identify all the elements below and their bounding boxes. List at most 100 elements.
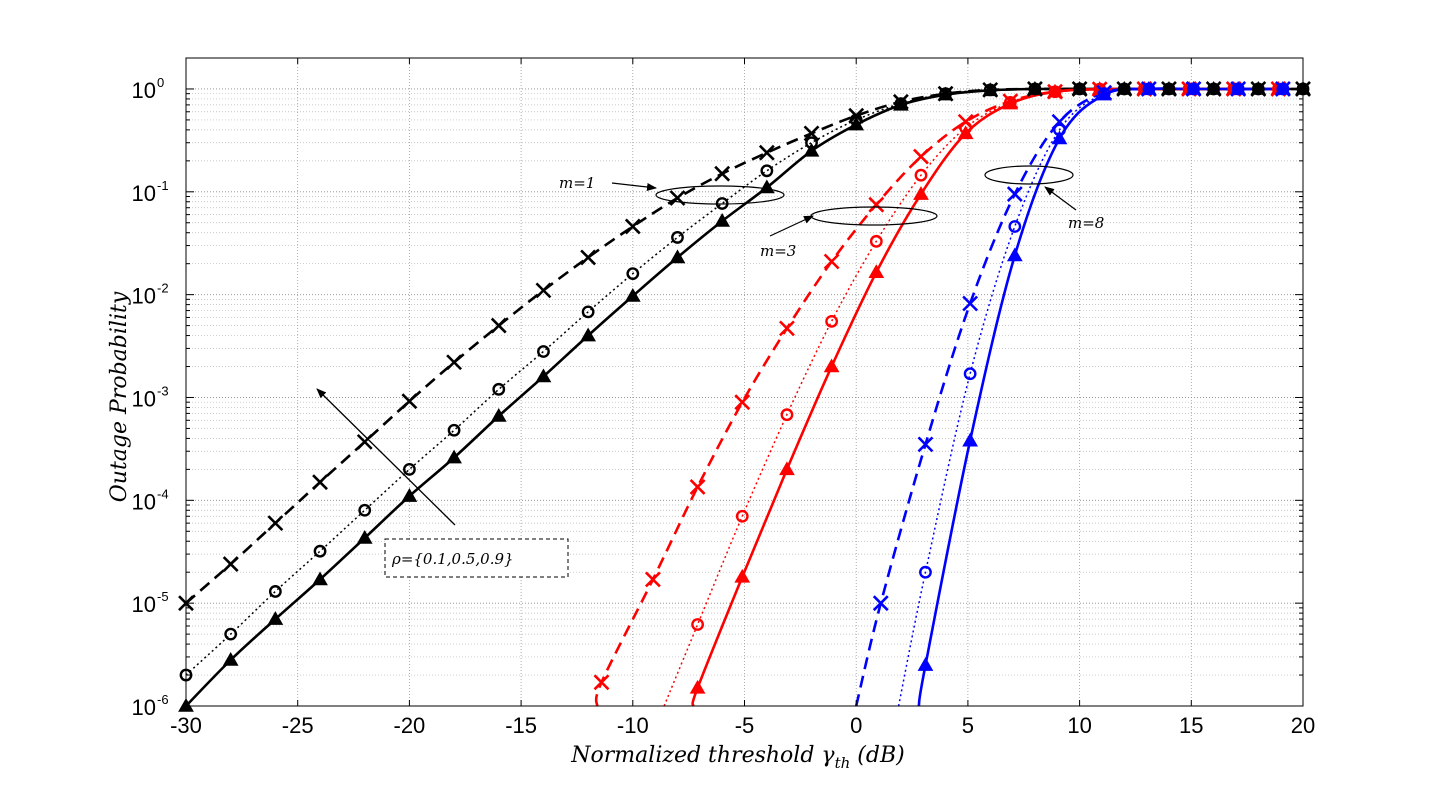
- y-tick-exponent: -2: [157, 281, 169, 296]
- triangle-marker: [868, 264, 885, 279]
- x-marker-stroke: [758, 144, 775, 161]
- y-tick-label: 10: [132, 695, 156, 720]
- x-marker: [962, 295, 979, 312]
- triangle-marker: [1161, 80, 1177, 95]
- triangle-marker: [962, 432, 978, 447]
- triangle-marker: [446, 449, 462, 464]
- triangle-marker: [222, 652, 239, 666]
- y-tick-label: 10: [132, 284, 156, 309]
- y-tick-exponent: -1: [157, 178, 169, 193]
- x-tick-label: 0: [850, 713, 862, 738]
- circle-marker: [691, 618, 704, 631]
- triangle-marker: [490, 408, 507, 422]
- x-tick-label: -30: [170, 713, 202, 738]
- x-marker: [312, 474, 328, 491]
- x-marker-stroke: [580, 249, 597, 266]
- triangle-marker: [1051, 130, 1068, 145]
- triangle-marker: [803, 142, 820, 157]
- m3-group-ellipse: [810, 206, 938, 226]
- x-marker-stroke: [779, 320, 795, 337]
- x-marker: [714, 165, 731, 182]
- triangle-marker: [1116, 80, 1133, 95]
- x-marker: [401, 393, 418, 410]
- y-tick-exponent: 0: [157, 75, 164, 90]
- triangle-marker: [689, 679, 706, 694]
- m3-arrow: [769, 215, 814, 237]
- y-tick-label: 10: [132, 592, 156, 617]
- y-tick-label: 10: [132, 78, 156, 103]
- triangle-marker: [917, 657, 934, 671]
- rho-direction-arrow: [316, 388, 456, 526]
- m1-label: m=1: [559, 174, 595, 192]
- triangle-marker: [1230, 80, 1247, 95]
- x-axis-label: Normalized threshold γth (dB): [570, 743, 904, 772]
- circle-marker: [402, 462, 416, 476]
- x-marker-stroke: [1006, 186, 1023, 203]
- x-marker-stroke: [962, 295, 979, 312]
- series-line: [185, 88, 1303, 676]
- x-marker-stroke: [624, 218, 641, 235]
- x-marker-stroke: [312, 474, 328, 491]
- triangle-marker: [1047, 83, 1063, 98]
- x-marker-stroke: [401, 393, 418, 410]
- x-marker-stroke: [222, 556, 239, 572]
- triangle-marker: [1071, 80, 1088, 95]
- circle-marker: [869, 234, 883, 248]
- x-marker-stroke: [490, 317, 507, 334]
- triangle-marker: [1250, 80, 1267, 95]
- x-marker: [593, 674, 610, 691]
- x-marker-stroke: [669, 190, 686, 206]
- circle-marker: [919, 565, 932, 579]
- series-markers: [178, 80, 1311, 712]
- circle-marker: [224, 627, 238, 641]
- x-marker: [868, 196, 885, 213]
- triangle-marker: [535, 368, 552, 383]
- x-tick-label: 15: [1179, 713, 1203, 738]
- triangle-marker: [957, 125, 974, 140]
- x-marker-stroke: [917, 436, 934, 453]
- major-grid: [185, 58, 1304, 707]
- triangle-marker: [982, 82, 999, 97]
- x-marker: [779, 320, 795, 337]
- circle-marker: [447, 423, 461, 437]
- circle-marker: [268, 585, 282, 598]
- x-marker-stroke: [644, 571, 661, 588]
- x-marker: [222, 556, 239, 572]
- y-tick-label: 10: [132, 489, 156, 514]
- circle-marker: [492, 382, 506, 396]
- circle-marker: [735, 509, 749, 523]
- x-marker: [689, 478, 706, 495]
- triangle-marker: [1002, 95, 1019, 110]
- m8-label: m=8: [1068, 214, 1104, 232]
- triangle-marker: [823, 358, 840, 373]
- x-marker-stroke: [872, 595, 889, 612]
- x-marker: [446, 354, 462, 371]
- triangle-marker: [1006, 247, 1023, 262]
- series-line: [897, 87, 1283, 707]
- x-axis-label-symbol: γ: [821, 743, 835, 768]
- circle-marker: [825, 314, 839, 328]
- y-tick-exponent: -3: [157, 383, 169, 398]
- y-tick-exponent: -4: [157, 486, 169, 501]
- rho-label: ρ={0.1,0.5,0.9}: [391, 550, 514, 568]
- m8-arrow: [1044, 186, 1077, 211]
- x-axis-label-main: Normalized threshold: [570, 743, 821, 768]
- y-tick-label: 10: [132, 386, 156, 411]
- x-marker: [1006, 186, 1023, 203]
- triangle-marker: [624, 287, 641, 302]
- y-tick-label: 10: [132, 181, 156, 206]
- y-tick-exponent: -6: [157, 692, 169, 707]
- x-tick-label: 10: [1067, 713, 1091, 738]
- x-tick-label: -10: [617, 713, 649, 738]
- triangle-marker: [1205, 80, 1222, 95]
- triangle-marker: [669, 249, 686, 264]
- circle-marker: [358, 503, 372, 517]
- annotations: m=1 m=3 m=8 ρ={0.1,0.5,0.9}: [316, 165, 1104, 578]
- x-marker: [823, 253, 840, 270]
- triangle-marker: [401, 488, 418, 502]
- circle-marker: [1008, 220, 1022, 233]
- series-line: [917, 87, 1283, 707]
- triangle-marker: [1096, 86, 1113, 101]
